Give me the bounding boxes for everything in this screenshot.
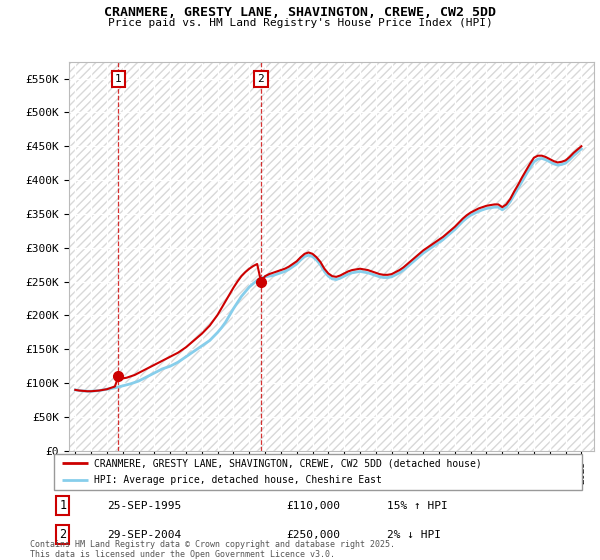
FancyBboxPatch shape: [54, 454, 582, 490]
Text: £110,000: £110,000: [286, 501, 340, 511]
Text: CRANMERE, GRESTY LANE, SHAVINGTON, CREWE, CW2 5DD: CRANMERE, GRESTY LANE, SHAVINGTON, CREWE…: [104, 6, 496, 18]
Text: HPI: Average price, detached house, Cheshire East: HPI: Average price, detached house, Ches…: [94, 475, 382, 485]
Text: 1: 1: [59, 499, 67, 512]
Text: 2: 2: [59, 528, 67, 541]
Text: 29-SEP-2004: 29-SEP-2004: [107, 530, 181, 540]
Text: CRANMERE, GRESTY LANE, SHAVINGTON, CREWE, CW2 5DD (detached house): CRANMERE, GRESTY LANE, SHAVINGTON, CREWE…: [94, 459, 481, 468]
Text: £250,000: £250,000: [286, 530, 340, 540]
Text: Contains HM Land Registry data © Crown copyright and database right 2025.
This d: Contains HM Land Registry data © Crown c…: [30, 540, 395, 559]
Text: Price paid vs. HM Land Registry's House Price Index (HPI): Price paid vs. HM Land Registry's House …: [107, 18, 493, 28]
Text: 2% ↓ HPI: 2% ↓ HPI: [386, 530, 440, 540]
Text: 25-SEP-1995: 25-SEP-1995: [107, 501, 181, 511]
Text: 1: 1: [115, 74, 122, 84]
Text: 2: 2: [257, 74, 265, 84]
Text: 15% ↑ HPI: 15% ↑ HPI: [386, 501, 448, 511]
